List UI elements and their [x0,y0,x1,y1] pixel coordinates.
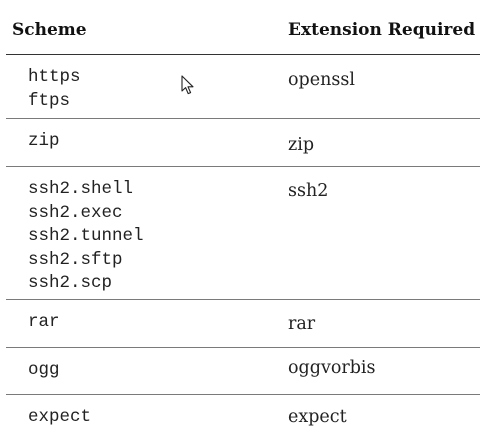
scheme-extension-table: Scheme Extension Required https ftps ope… [6,10,480,441]
scheme-value: ogg [28,360,60,380]
scheme-value: ssh2.tunnel [28,226,144,246]
scheme-value: zip [28,131,60,151]
scheme-cell: zip [28,130,60,154]
scheme-value: ssh2.shell [28,179,134,199]
scheme-cell: https ftps [28,66,81,113]
table-row: ssh2.shell ssh2.exec ssh2.tunnel ssh2.sf… [6,167,480,300]
table-row: rar rar [6,300,480,348]
scheme-value: rar [28,312,60,332]
header-extension-required: Extension Required [288,20,476,40]
extension-cell: rar [288,314,316,334]
table-row: https ftps openssl [6,55,480,119]
header-scheme: Scheme [12,20,87,40]
extension-cell: expect [288,407,347,427]
scheme-cell: rar [28,311,60,335]
mouse-pointer-icon [181,75,194,95]
scheme-value: https [28,67,81,87]
scheme-value: ftps [28,90,71,111]
scheme-cell: expect [28,406,91,430]
table-row: expect expect [6,395,480,441]
scheme-value: ssh2.sftp [28,249,123,270]
scheme-cell: ssh2.shell ssh2.exec ssh2.tunnel ssh2.sf… [28,178,144,296]
scheme-cell: ogg [28,359,60,383]
scheme-value: expect [28,407,92,427]
table-row: zip zip [6,119,480,167]
extension-cell: zip [288,135,315,155]
extension-cell: openssl [288,70,355,90]
extension-cell: oggvorbis [288,358,376,378]
table-row: ogg oggvorbis [6,348,480,395]
scheme-value: ssh2.scp [28,273,113,293]
extension-cell: ssh2 [288,181,329,201]
table-header: Scheme Extension Required [6,10,480,55]
scheme-value: ssh2.exec [28,202,123,223]
